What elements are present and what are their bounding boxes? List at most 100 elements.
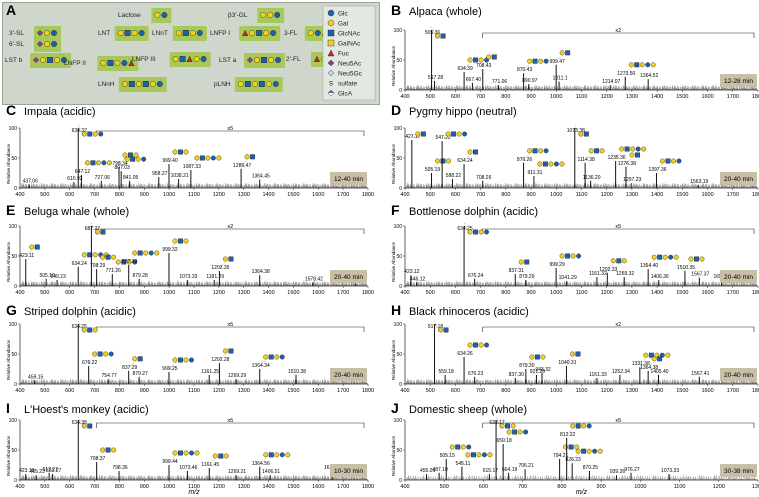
x-tick-label: 600	[451, 290, 460, 296]
y-tick-label: 100	[9, 418, 18, 424]
glycan-box-4	[114, 26, 149, 41]
gal-icon	[537, 161, 543, 167]
glycan-pointer	[168, 362, 176, 370]
glycan-pointer	[463, 347, 471, 355]
y-tick-label: 0	[399, 186, 402, 192]
peak-label: 812.22	[560, 432, 576, 438]
glycan-pointer	[240, 159, 248, 166]
gal-icon	[95, 160, 101, 166]
glcnac-icon	[565, 50, 571, 56]
glycan-box-5	[172, 26, 207, 41]
x-tick-label: 1500	[287, 484, 299, 490]
glycan-pointer	[684, 261, 692, 269]
glycan-pointer	[259, 359, 266, 367]
glc-icon	[592, 448, 598, 454]
peak-label: 634.24	[72, 261, 88, 267]
y-tick-label: 0	[14, 478, 17, 484]
peak-label: 1087.33	[183, 164, 201, 170]
gal-icon	[222, 348, 228, 354]
y-tick-label: 50	[396, 448, 402, 454]
peak-label: 1364.56	[252, 461, 270, 467]
x-tick-label: 1000	[163, 192, 175, 198]
peak-label: 1011.1	[553, 76, 568, 82]
glc-icon	[586, 423, 592, 429]
x-tick-label: 700	[476, 290, 485, 296]
glc-icon	[645, 62, 651, 68]
gal-icon	[639, 62, 645, 68]
peak-label: 1161.33	[589, 372, 607, 378]
gal-icon	[249, 30, 256, 36]
galnac-icon	[327, 39, 335, 47]
y-tick-label: 0	[399, 284, 402, 290]
glcnac-icon	[657, 356, 663, 362]
glc-icon	[659, 352, 665, 358]
gal-icon	[467, 149, 473, 155]
x-tick-label: 1500	[676, 290, 688, 296]
peak-label: 837.31	[509, 268, 525, 274]
peak-label: 545.11	[455, 461, 470, 467]
gal-icon	[237, 81, 244, 87]
gal-icon	[588, 148, 594, 154]
x-tick-label: 1300	[626, 94, 638, 100]
gal-icon	[268, 57, 274, 63]
y-tick-label: 0	[14, 284, 17, 290]
peak-label: 455.06	[420, 468, 436, 474]
neu5ac-icon	[32, 56, 40, 64]
glycan-pointer	[533, 166, 541, 174]
gal-icon	[172, 56, 179, 62]
x-tick-label: 1000	[163, 484, 175, 490]
gal-icon	[84, 160, 90, 166]
glcnac-icon	[178, 149, 183, 155]
gal-icon	[223, 453, 229, 459]
glycan-pointer	[625, 157, 633, 165]
zoom-bracket	[96, 422, 365, 428]
x-tick-label: 400	[400, 290, 409, 296]
time-badge	[720, 172, 757, 185]
gal-icon	[274, 452, 280, 458]
x-tick-label: 800	[115, 192, 124, 198]
x-tick-label: 1100	[188, 388, 200, 394]
gal-icon	[499, 423, 505, 429]
glycan-pointer	[78, 416, 85, 430]
glycan-pointer	[615, 151, 622, 159]
peak-label: 465.23	[30, 469, 46, 475]
gal-icon	[189, 30, 196, 36]
panel-d: D Pygmy hippo (neutral) Relative Abundance…	[391, 102, 759, 198]
x-tick-label: 800	[115, 484, 124, 490]
x-tick-label: 1700	[727, 388, 739, 394]
glycan-label-4: LNT	[98, 30, 110, 37]
gal-icon	[673, 254, 679, 260]
x-tick-label: 1600	[312, 290, 324, 296]
glycan-pointer	[209, 458, 216, 466]
glycan-pointer	[556, 55, 563, 62]
glcnac-icon	[542, 161, 548, 167]
peak-label: 999.25	[162, 366, 178, 372]
x-tick-label: 1500	[676, 94, 688, 100]
x-tick-label: 500	[426, 290, 435, 296]
gal-icon	[570, 253, 576, 259]
peak-label: 517.18	[428, 324, 444, 330]
x-tick-label: 1200	[601, 388, 613, 394]
gal-icon	[54, 57, 60, 63]
peak-label: 676.22	[82, 360, 98, 366]
glycan-pointer	[190, 160, 197, 168]
gal-icon	[263, 30, 270, 36]
gal-icon	[478, 229, 484, 235]
glc-icon	[576, 253, 582, 259]
gal-icon	[172, 149, 178, 155]
x-tick-label: 600	[65, 192, 74, 198]
gal-icon	[435, 158, 440, 164]
gal-icon	[132, 250, 138, 256]
gal-icon	[487, 452, 493, 458]
x-tick-label: 1400	[651, 192, 663, 198]
x-tick-label: 500	[440, 484, 449, 490]
panel-j: J Domestic sheep (whole) Relative Abundanc…	[391, 400, 759, 496]
gal-icon	[510, 423, 516, 429]
zoom-bracket	[482, 32, 755, 38]
glcnac-icon	[624, 146, 630, 152]
peak-label: 879.30	[519, 363, 535, 369]
gal-icon	[29, 244, 35, 250]
glycan-box-15	[234, 77, 283, 92]
gal-icon	[263, 452, 269, 458]
x-tick-label: 1700	[337, 192, 349, 198]
